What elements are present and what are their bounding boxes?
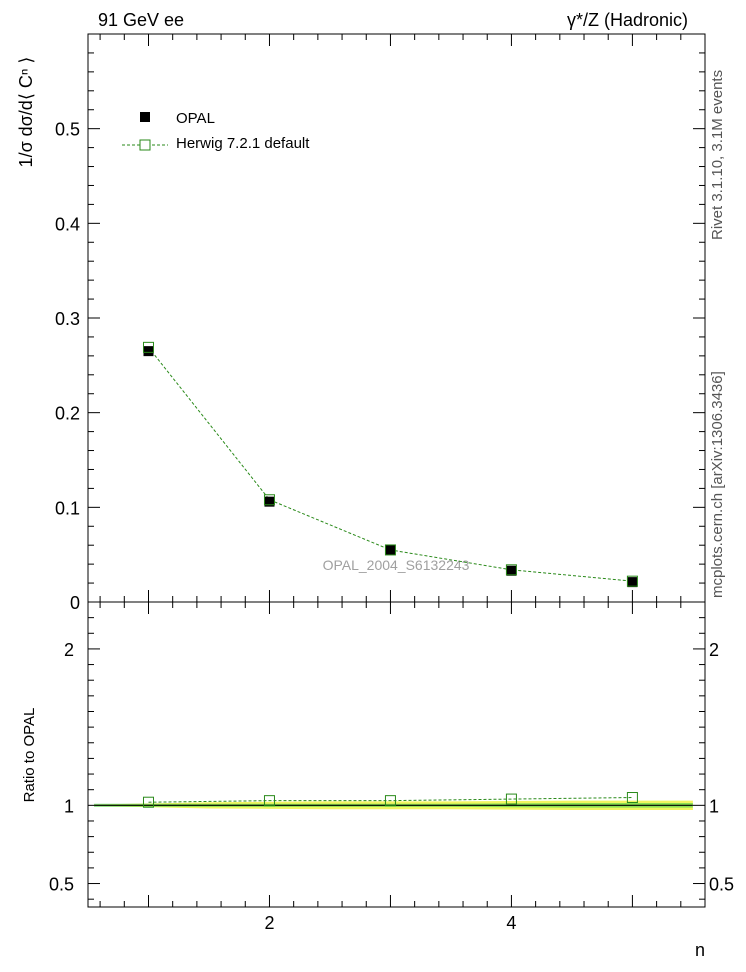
- herwig-point: [263, 494, 275, 506]
- main-y-tick-label: 0.5: [55, 120, 80, 140]
- header-left: 91 GeV ee: [98, 10, 184, 30]
- ratio-y-tick-label: 0.5: [49, 875, 74, 895]
- header-right: γ*/Z (Hadronic): [567, 10, 688, 30]
- main-y-axis-label: 1/σ dσ/d⟨ Cⁿ ⟩: [16, 57, 36, 168]
- ratio-panel-frame: [87, 601, 706, 908]
- herwig-point: [626, 575, 638, 587]
- herwig-ratio-point: [505, 793, 517, 805]
- legend-opal-label: OPAL: [176, 110, 215, 127]
- herwig-point: [384, 544, 396, 556]
- rivet-side-label: Rivet 3.1.10, 3.1M events: [709, 70, 726, 240]
- x-tick-label: 2: [264, 913, 274, 933]
- main-y-tick-label: 0.1: [55, 498, 80, 518]
- opal-point: [506, 565, 517, 576]
- main-axis-ticks: 0 0.1 0.2 0.3 0.4 0.5: [55, 33, 706, 613]
- analysis-watermark: OPAL_2004_S6132243: [323, 557, 470, 573]
- herwig-ratio-point: [263, 795, 275, 807]
- x-tick-label: 4: [506, 913, 516, 933]
- ratio-y-tick-label: 2: [64, 640, 74, 660]
- ratio-y-axis-label: Ratio to OPAL: [21, 708, 38, 803]
- opal-point: [143, 346, 154, 357]
- main-y-tick-label: 0.3: [55, 309, 80, 329]
- main-y-tick-label: 0: [70, 593, 80, 613]
- ratio-series: [142, 792, 638, 808]
- herwig-ratio-line: [148, 797, 633, 803]
- ratio-y-tick-label-right: 1: [709, 796, 719, 816]
- opal-point: [627, 577, 638, 588]
- opal-point: [385, 544, 396, 555]
- herwig-point: [505, 564, 517, 576]
- mcplots-side-label: mcplots.cern.ch [arXiv:1306.3436]: [709, 371, 726, 598]
- x-axis-label: n: [695, 940, 705, 960]
- herwig-point: [142, 341, 154, 353]
- ratio-y-tick-label-right: 0.5: [709, 875, 734, 895]
- herwig-ratio-point: [142, 796, 154, 808]
- ratio-y-tick-label-right: 2: [709, 640, 719, 660]
- opal-point: [264, 496, 275, 507]
- main-y-tick-label: 0.4: [55, 214, 80, 234]
- legend-opal-marker: [140, 112, 150, 122]
- ratio-axis-ticks: 2 4 0.5 0.5 1 1 2 2: [49, 601, 734, 933]
- legend-herwig-marker: [139, 139, 151, 151]
- herwig-ratio-point: [626, 792, 638, 804]
- main-series: [142, 341, 638, 588]
- herwig-ratio-point: [384, 795, 396, 807]
- ratio-y-tick-label: 1: [64, 796, 74, 816]
- legend: OPAL Herwig 7.2.1 default: [122, 110, 310, 152]
- legend-herwig-label: Herwig 7.2.1 default: [176, 135, 310, 152]
- main-y-tick-label: 0.2: [55, 404, 80, 424]
